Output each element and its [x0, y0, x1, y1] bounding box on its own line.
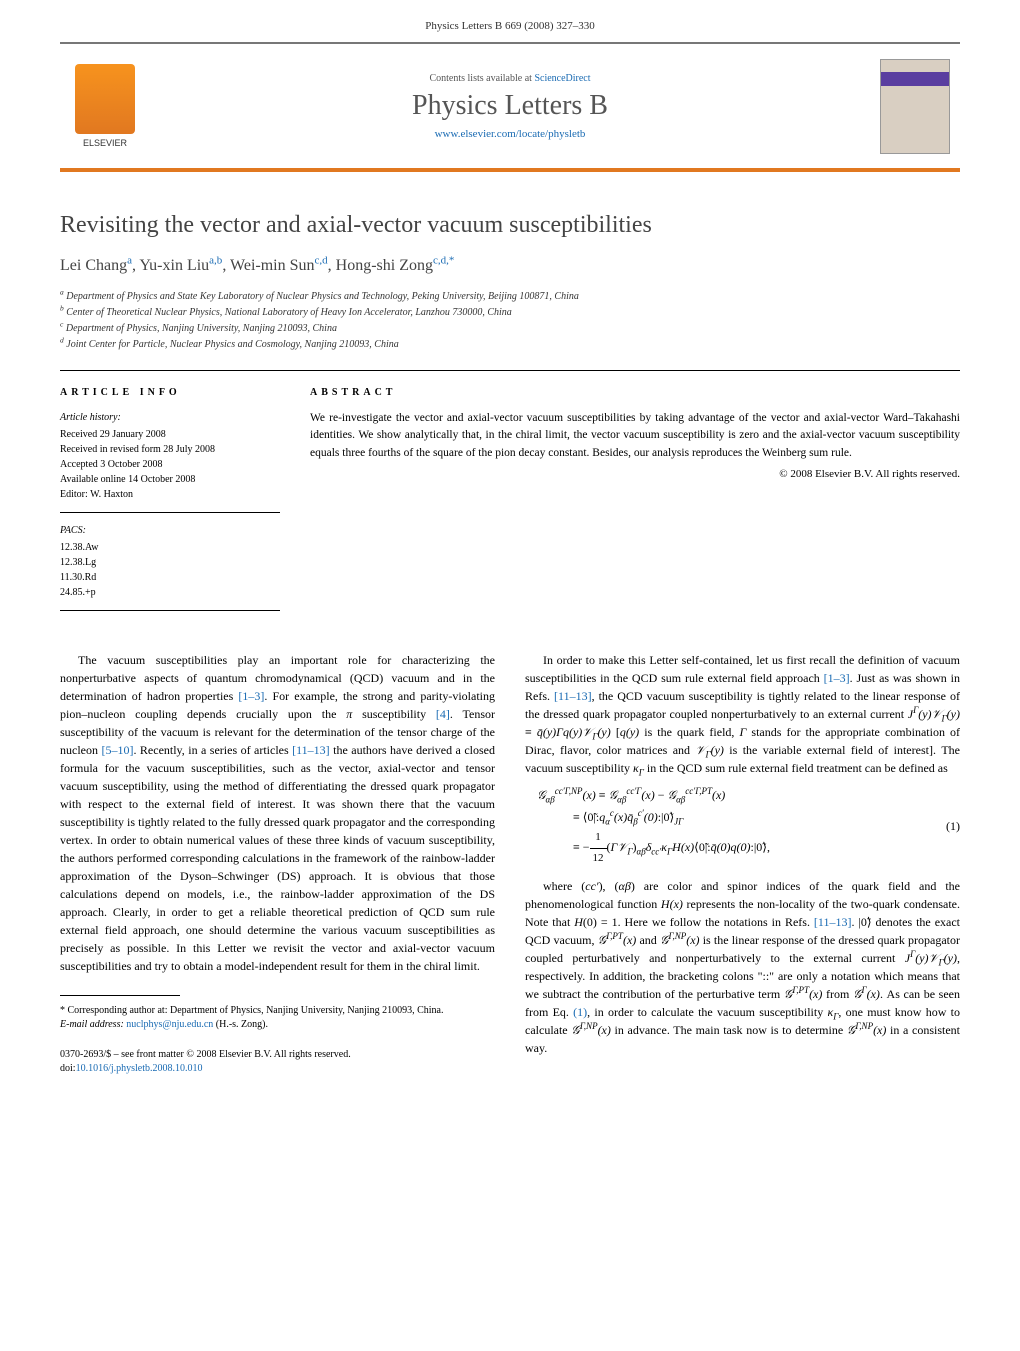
- affiliations: a Department of Physics and State Key La…: [60, 289, 960, 352]
- affiliation-ref[interactable]: c,d: [315, 255, 328, 267]
- abstract-text: We re-investigate the vector and axial-v…: [310, 410, 960, 462]
- email-footnote: E-mail address: nuclphys@nju.edu.cn (H.-…: [60, 1018, 495, 1032]
- right-column: In order to make this Letter self-contai…: [525, 651, 960, 1076]
- journal-title: Physics Letters B: [150, 90, 870, 122]
- pacs-code: 12.38.Aw: [60, 540, 280, 555]
- page-footer: 0370-2693/$ – see front matter © 2008 El…: [60, 1048, 495, 1076]
- pacs-label: PACS:: [60, 523, 280, 538]
- citation-link[interactable]: [4]: [436, 707, 450, 721]
- publisher-logo: ELSEVIER: [60, 44, 150, 168]
- body-paragraph: In order to make this Letter self-contai…: [525, 651, 960, 777]
- citation-link[interactable]: [11–13]: [292, 743, 330, 757]
- abstract-copyright: © 2008 Elsevier B.V. All rights reserved…: [310, 466, 960, 483]
- citation-link[interactable]: [5–10]: [101, 743, 133, 757]
- email-link[interactable]: nuclphys@nju.edu.cn: [126, 1019, 213, 1030]
- author: Wei-min Sunc,d: [230, 257, 328, 274]
- citation-link[interactable]: [1–3]: [238, 689, 264, 703]
- citation-link[interactable]: [1–3]: [824, 671, 850, 685]
- pacs-code: 24.85.+p: [60, 585, 280, 600]
- author: Lei Changa: [60, 257, 132, 274]
- history-item: Accepted 3 October 2008: [60, 457, 280, 472]
- abstract-heading: ABSTRACT: [310, 385, 960, 400]
- author: Yu-xin Liua,b: [139, 257, 222, 274]
- left-column: The vacuum susceptibilities play an impo…: [60, 651, 495, 1076]
- author-list: Lei Changa, Yu-xin Liua,b, Wei-min Sunc,…: [60, 257, 960, 275]
- journal-homepage-link[interactable]: www.elsevier.com/locate/physletb: [150, 128, 870, 140]
- running-header: Physics Letters B 669 (2008) 327–330: [0, 0, 1020, 42]
- abstract-column: ABSTRACT We re-investigate the vector an…: [310, 385, 960, 621]
- editor: Editor: W. Haxton: [60, 487, 280, 502]
- body-paragraph: The vacuum susceptibilities play an impo…: [60, 651, 495, 975]
- history-label: Article history:: [60, 410, 280, 425]
- banner-center: Contents lists available at ScienceDirec…: [150, 44, 870, 168]
- history-item: Available online 14 October 2008: [60, 472, 280, 487]
- journal-banner: ELSEVIER Contents lists available at Sci…: [60, 42, 960, 172]
- contents-available: Contents lists available at ScienceDirec…: [150, 73, 870, 84]
- author: Hong-shi Zongc,d,*: [336, 257, 455, 274]
- affiliation-ref[interactable]: c,d,*: [433, 255, 454, 267]
- affiliation-ref[interactable]: a: [127, 255, 132, 267]
- body-paragraph: where (cc′), (αβ) are color and spinor i…: [525, 877, 960, 1057]
- elsevier-tree-icon: [75, 64, 135, 134]
- pacs-code: 12.38.Lg: [60, 555, 280, 570]
- corresponding-footnote: * Corresponding author at: Department of…: [60, 1004, 495, 1018]
- footnote-separator: [60, 995, 180, 996]
- sciencedirect-link[interactable]: ScienceDirect: [534, 73, 590, 84]
- article-info-column: ARTICLE INFO Article history: Received 2…: [60, 385, 280, 621]
- article-info-heading: ARTICLE INFO: [60, 385, 280, 400]
- affiliation-ref[interactable]: a,b: [209, 255, 222, 267]
- history-item: Received in revised form 28 July 2008: [60, 442, 280, 457]
- equation-1: 𝒢αβcc′Γ,NP(x) ≡ 𝒢αβcc′Γ(x) − 𝒢αβcc′Γ,PT(…: [525, 785, 960, 869]
- citation-link[interactable]: [11–13]: [554, 689, 592, 703]
- equation-number: (1): [930, 816, 960, 838]
- article-title: Revisiting the vector and axial-vector v…: [60, 212, 960, 239]
- cover-thumbnail: [880, 59, 950, 154]
- citation-link[interactable]: [11–13]: [814, 915, 852, 929]
- equation-ref[interactable]: (1): [573, 1005, 587, 1019]
- doi-link[interactable]: 10.1016/j.physletb.2008.10.010: [76, 1063, 203, 1074]
- history-item: Received 29 January 2008: [60, 427, 280, 442]
- publisher-name: ELSEVIER: [83, 138, 127, 148]
- pacs-code: 11.30.Rd: [60, 570, 280, 585]
- journal-cover: [870, 44, 960, 168]
